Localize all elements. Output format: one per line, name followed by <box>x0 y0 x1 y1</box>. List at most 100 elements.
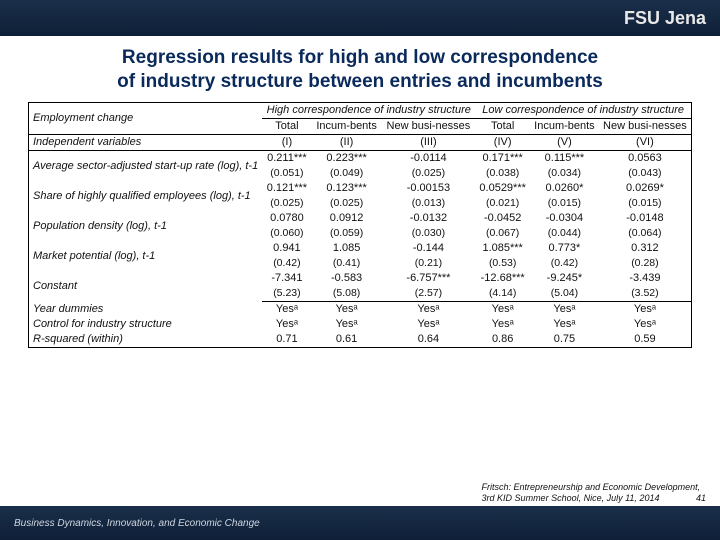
cell: 0.773* <box>530 241 599 256</box>
col-index-1: (I) <box>262 134 311 150</box>
cell: -0.0452 <box>475 211 530 226</box>
col-header-3: New busi-nesses <box>382 118 476 134</box>
cell: (0.21) <box>382 256 476 271</box>
cell: Yesᵃ <box>312 317 382 332</box>
cell: 0.0269* <box>599 181 692 196</box>
page-number: 41 <box>696 493 706 504</box>
header-band: FSU Jena <box>0 0 720 36</box>
cell: -0.0304 <box>530 211 599 226</box>
cell: 0.941 <box>262 241 311 256</box>
cell: 0.0529*** <box>475 181 530 196</box>
year-dummies-label: Year dummies <box>29 301 263 317</box>
var-label: Population density (log), t-1 <box>29 211 263 241</box>
cell: -3.439 <box>599 271 692 286</box>
table-row: Control for industry structure Yesᵃ Yesᵃ… <box>29 317 692 332</box>
cell: Yesᵃ <box>312 301 382 317</box>
cell: (2.57) <box>382 286 476 302</box>
cell: 0.123*** <box>312 181 382 196</box>
citation: Fritsch: Entrepreneurship and Economic D… <box>482 482 706 504</box>
cell: Yesᵃ <box>382 301 476 317</box>
col-index-6: (VI) <box>599 134 692 150</box>
cell: 0.312 <box>599 241 692 256</box>
section-independent-vars: Independent variables <box>29 134 263 150</box>
cell: 0.211*** <box>262 150 311 166</box>
cell: (0.021) <box>475 196 530 211</box>
cell: 0.223*** <box>312 150 382 166</box>
cell: (0.051) <box>262 166 311 181</box>
top-left-label: Employment change <box>29 102 263 134</box>
cell: (0.025) <box>312 196 382 211</box>
cell: 0.0563 <box>599 150 692 166</box>
cell: -0.0148 <box>599 211 692 226</box>
col-index-5: (V) <box>530 134 599 150</box>
cell: (0.025) <box>262 196 311 211</box>
var-label: Market potential (log), t-1 <box>29 241 263 271</box>
cell: (0.060) <box>262 226 311 241</box>
var-label: Average sector-adjusted start-up rate (l… <box>29 150 263 181</box>
cell: 0.59 <box>599 332 692 348</box>
cell: (0.41) <box>312 256 382 271</box>
cell: 0.61 <box>312 332 382 348</box>
col-header-5: Incum-bents <box>530 118 599 134</box>
col-header-2: Incum-bents <box>312 118 382 134</box>
cell: -9.245* <box>530 271 599 286</box>
cell: 0.64 <box>382 332 476 348</box>
cell: Yesᵃ <box>599 317 692 332</box>
cell: 0.0780 <box>262 211 311 226</box>
title-line-1: Regression results for high and low corr… <box>20 46 700 70</box>
group-header-low: Low correspondence of industry structure <box>475 102 691 118</box>
cell: (0.42) <box>530 256 599 271</box>
cell: Yesᵃ <box>599 301 692 317</box>
cell: (0.42) <box>262 256 311 271</box>
citation-line-1: Fritsch: Entrepreneurship and Economic D… <box>482 482 706 493</box>
cell: 0.86 <box>475 332 530 348</box>
cell: -0.583 <box>312 271 382 286</box>
citation-line-2: 3rd KID Summer School, Nice, July 11, 20… <box>482 493 660 503</box>
industry-control-label: Control for industry structure <box>29 317 263 332</box>
cell: (5.23) <box>262 286 311 302</box>
cell: 0.171*** <box>475 150 530 166</box>
header-logo: FSU Jena <box>624 8 706 29</box>
cell: Yesᵃ <box>262 317 311 332</box>
regression-table-wrap: Employment change High correspondence of… <box>0 102 720 348</box>
group-header-high: High correspondence of industry structur… <box>262 102 475 118</box>
cell: -7.341 <box>262 271 311 286</box>
cell: 0.75 <box>530 332 599 348</box>
cell: Yesᵃ <box>475 301 530 317</box>
cell: Yesᵃ <box>382 317 476 332</box>
cell: (0.013) <box>382 196 476 211</box>
regression-table: Employment change High correspondence of… <box>28 102 692 348</box>
cell: 1.085*** <box>475 241 530 256</box>
cell: -0.0132 <box>382 211 476 226</box>
col-header-6: New busi-nesses <box>599 118 692 134</box>
cell: (0.043) <box>599 166 692 181</box>
table-row: Year dummies Yesᵃ Yesᵃ Yesᵃ Yesᵃ Yesᵃ Ye… <box>29 301 692 317</box>
cell: (0.049) <box>312 166 382 181</box>
cell: (0.044) <box>530 226 599 241</box>
cell: -6.757*** <box>382 271 476 286</box>
cell: (0.038) <box>475 166 530 181</box>
cell: (0.015) <box>599 196 692 211</box>
cell: 1.085 <box>312 241 382 256</box>
cell: (0.034) <box>530 166 599 181</box>
cell: Yesᵃ <box>530 301 599 317</box>
rsq-label: R-squared (within) <box>29 332 263 348</box>
cell: (3.52) <box>599 286 692 302</box>
table-row: Share of highly qualified employees (log… <box>29 181 692 196</box>
table-row: Constant -7.341 -0.583 -6.757*** -12.68*… <box>29 271 692 286</box>
cell: -0.144 <box>382 241 476 256</box>
cell: Yesᵃ <box>262 301 311 317</box>
footer-band: Business Dynamics, Innovation, and Econo… <box>0 506 720 540</box>
cell: 0.0260* <box>530 181 599 196</box>
cell: -0.00153 <box>382 181 476 196</box>
cell: (0.015) <box>530 196 599 211</box>
cell: 0.121*** <box>262 181 311 196</box>
var-label: Constant <box>29 271 263 302</box>
col-header-4: Total <box>475 118 530 134</box>
table-row: Population density (log), t-1 0.0780 0.0… <box>29 211 692 226</box>
cell: (0.064) <box>599 226 692 241</box>
col-index-2: (II) <box>312 134 382 150</box>
cell: (4.14) <box>475 286 530 302</box>
cell: -12.68*** <box>475 271 530 286</box>
cell: 0.115*** <box>530 150 599 166</box>
